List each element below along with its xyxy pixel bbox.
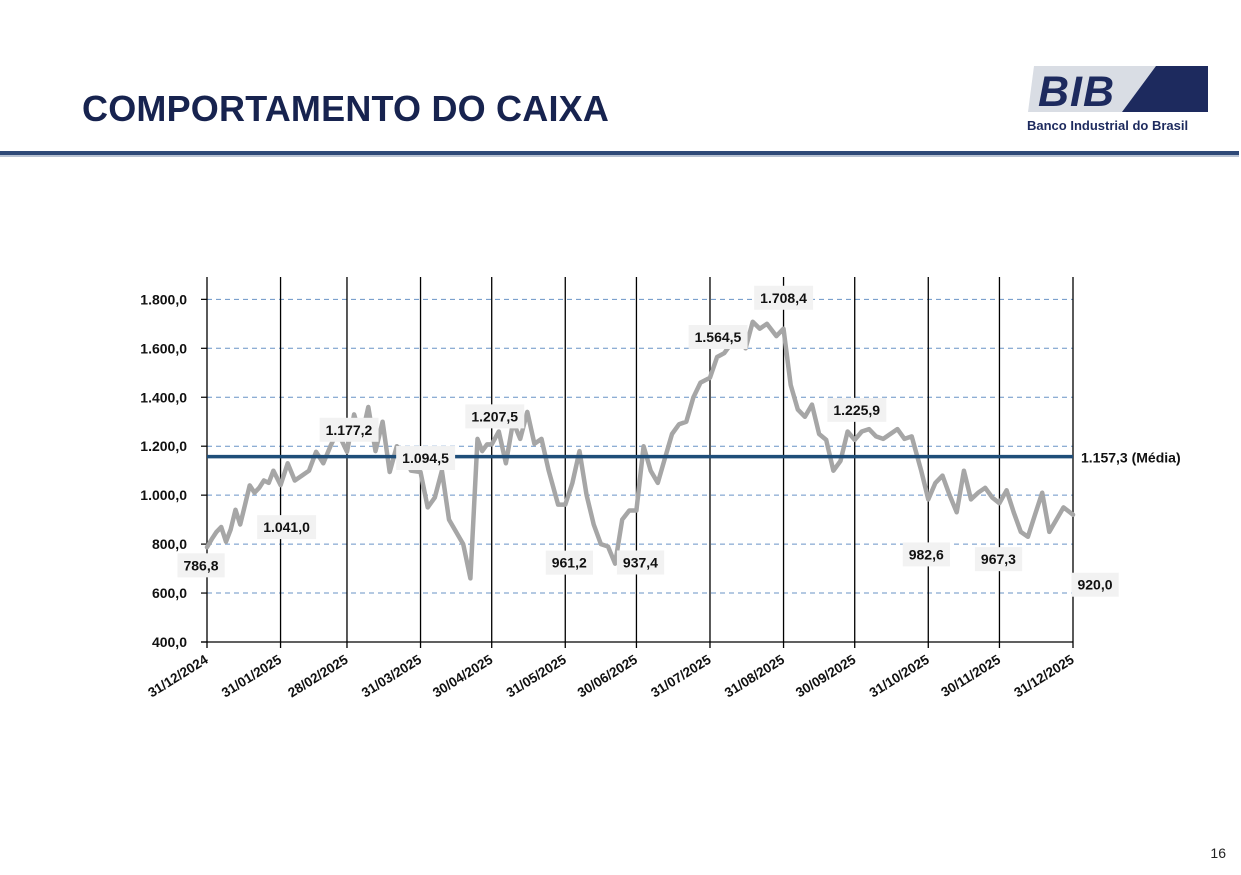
data-label-box [827,397,887,422]
y-tick-label: 1.800,0 [140,291,187,307]
logo-navy-swoosh [1122,66,1208,112]
y-tick-label: 400,0 [152,634,187,650]
data-label: 982,6 [909,546,944,562]
data-label: 1.564,5 [695,329,742,345]
data-label: 1.225,9 [833,402,880,418]
data-label: 967,3 [981,551,1016,567]
data-label-box [1071,572,1119,597]
data-label-box [688,324,748,349]
data-label-box [177,553,225,578]
x-tick-label: 30/06/2025 [575,652,641,701]
y-tick-label: 1.600,0 [140,340,187,356]
data-label: 1.177,2 [326,422,373,438]
logo-mark: BIB [1038,68,1115,116]
x-tick-label: 30/11/2025 [938,652,1003,700]
x-tick-label: 31/07/2025 [648,652,714,701]
data-label-box [616,550,665,575]
data-label: 920,0 [1077,577,1112,593]
header-rule-shadow [0,155,1239,157]
data-label: 786,8 [183,557,218,573]
x-tick-label: 31/12/2024 [145,652,211,701]
x-tick-label: 31/08/2025 [722,652,788,701]
page-title: COMPORTAMENTO DO CAIXA [82,88,610,129]
mean-label: 1.157,3 (Média) [1081,450,1181,466]
data-label: 961,2 [552,555,587,571]
data-label: 1.094,5 [402,450,449,466]
x-tick-label: 30/04/2025 [430,652,496,701]
data-label-box [465,404,525,429]
data-label-box [396,446,456,471]
y-tick-label: 1.400,0 [140,389,187,405]
logo-subtitle: Banco Industrial do Brasil [1027,118,1189,133]
x-tick-label: 31/05/2025 [504,652,570,701]
data-label-box [902,542,950,567]
data-label-box [974,547,1023,572]
y-tick-label: 800,0 [152,536,187,552]
y-tick-label: 1.200,0 [140,438,187,454]
header-rule [0,151,1239,155]
x-tick-label: 31/12/2025 [1011,652,1077,701]
x-tick-label: 28/02/2025 [285,652,351,701]
x-tick-label: 31/10/2025 [867,652,933,701]
data-label: 1.708,4 [760,290,807,306]
data-label-box [319,417,379,442]
data-label: 1.207,5 [471,408,518,424]
data-label-box [754,285,814,310]
data-label-box [257,515,317,540]
y-tick-label: 600,0 [152,585,187,601]
x-tick-label: 31/03/2025 [359,652,425,701]
x-tick-label: 30/09/2025 [793,652,859,701]
data-label-box [545,550,593,575]
x-tick-label: 31/01/2025 [219,652,285,701]
data-label: 937,4 [623,554,658,570]
y-tick-label: 1.000,0 [140,487,187,503]
page-number: 16 [1210,845,1226,861]
series-line-caixa [204,319,1076,581]
bib-logo: BIB [1028,66,1208,116]
data-label: 1.041,0 [263,519,310,535]
